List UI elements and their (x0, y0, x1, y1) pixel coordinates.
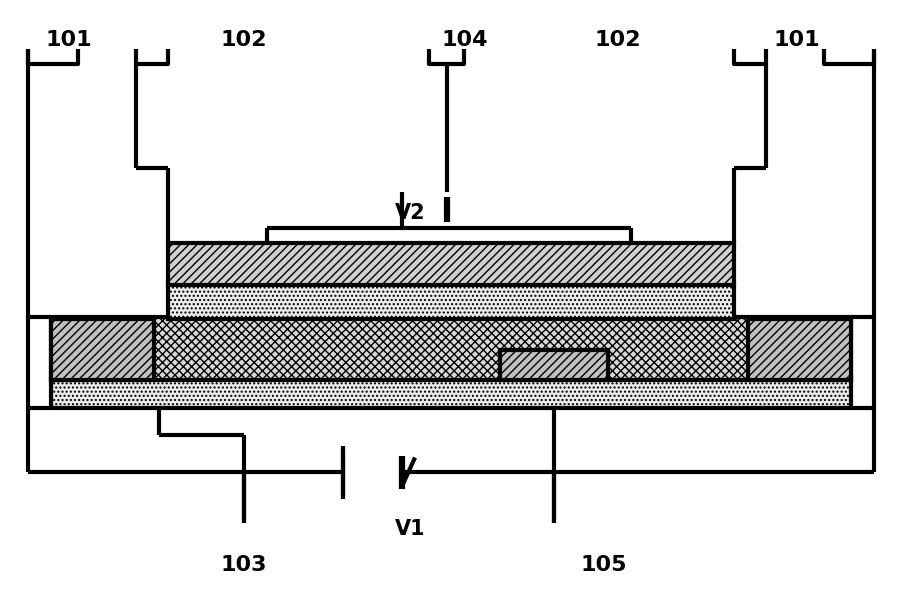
Text: V2: V2 (395, 203, 426, 223)
Text: 104: 104 (441, 30, 488, 50)
Text: 101: 101 (774, 30, 821, 50)
Bar (168, 284, 734, 319)
Text: 105: 105 (581, 555, 627, 575)
Text: 101: 101 (45, 30, 92, 50)
Bar (51, 319, 154, 380)
Bar (51, 379, 851, 408)
Bar (501, 350, 608, 380)
Text: 103: 103 (221, 555, 267, 575)
Bar (168, 243, 734, 285)
Text: 102: 102 (221, 30, 267, 50)
Bar (51, 317, 851, 380)
Bar (748, 319, 851, 380)
Text: V1: V1 (395, 519, 426, 539)
Text: 102: 102 (594, 30, 640, 50)
